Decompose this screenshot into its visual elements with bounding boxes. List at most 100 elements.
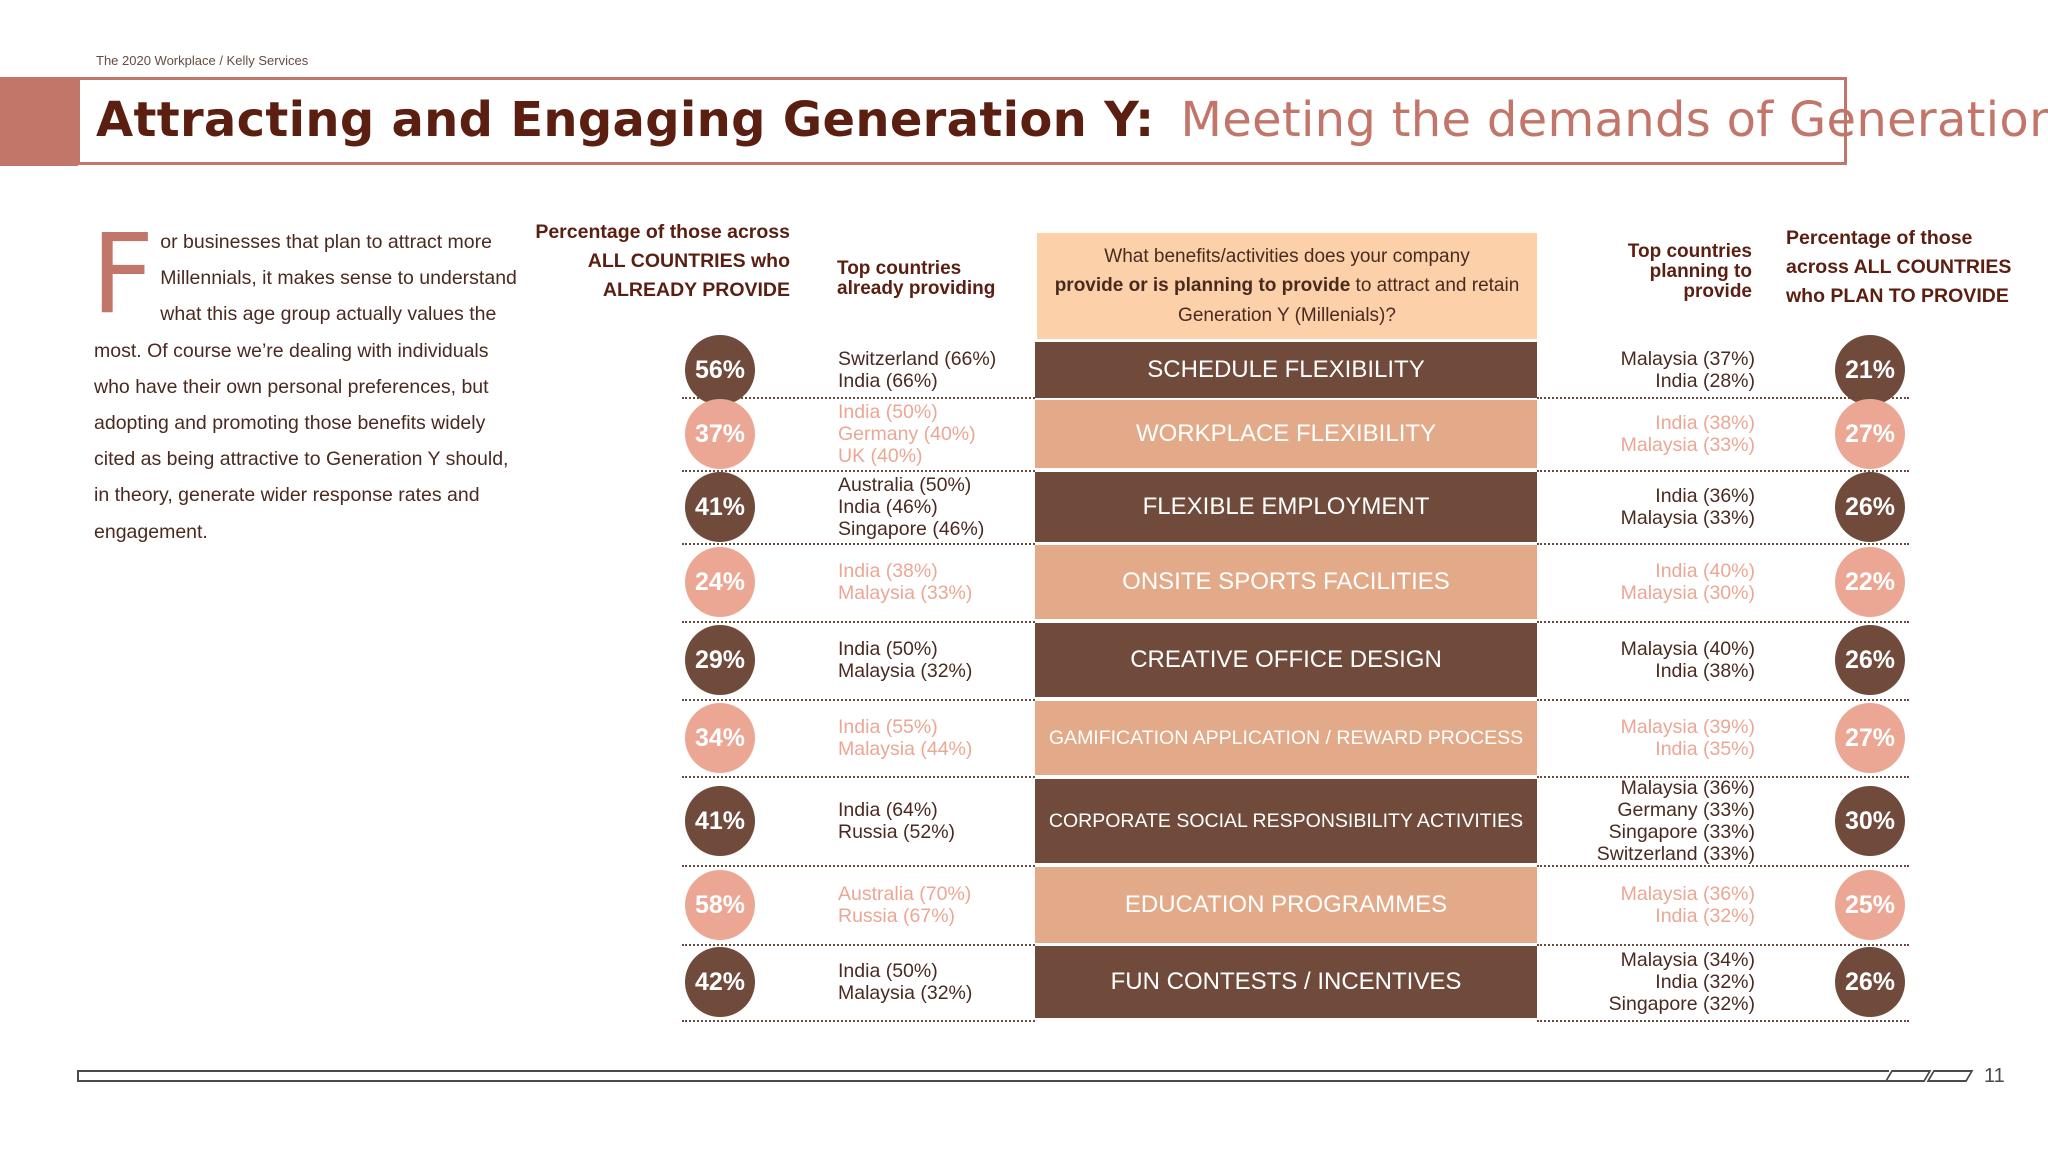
row-divider (1537, 776, 1909, 778)
question-pre: What benefits/activities does your compa… (1104, 245, 1470, 267)
country-entry: India (50%) (838, 960, 938, 982)
row-divider (682, 776, 1035, 778)
plan-countries-list: Malaysia (36%) Germany (33%) Singapore (33… (1597, 777, 1755, 865)
page-title: Attracting and Engaging Generation Y: (96, 92, 1155, 148)
plan-provide-pct-heading: Percentage of those across ALL COUNTRIES… (1786, 224, 2011, 311)
country-entry: Malaysia (32%) (838, 660, 973, 682)
plan-countries-list: Malaysia (37%) India (28%) (1621, 348, 1755, 392)
country-entry: Malaysia (40%) (1620, 638, 1755, 660)
heading-line: ALL COUNTRIES who (587, 250, 790, 272)
already-countries-heading: Top countries already providing (837, 259, 995, 299)
already-countries-list: India (50%) Malaysia (32%) (838, 638, 972, 682)
row-divider (1537, 397, 1909, 399)
row-divider (682, 621, 1035, 623)
country-entry: Malaysia (36%) (1620, 777, 1755, 799)
country-entry: Malaysia (34%) (1620, 949, 1755, 971)
row-divider (682, 543, 1035, 545)
country-entry: Malaysia (33%) (1620, 507, 1755, 529)
heading-line: planning to (1649, 261, 1752, 282)
plan-provide-pct-badge: 26% (1835, 947, 1905, 1017)
plan-provide-pct-badge: 27% (1835, 399, 1905, 469)
country-entry: Russia (52%) (838, 821, 956, 843)
benefit-bar: CORPORATE SOCIAL RESPONSIBILITY ACTIVITI… (1035, 779, 1537, 863)
breadcrumb: The 2020 Workplace / Kelly Services (96, 53, 309, 68)
already-provide-pct-badge: 41% (685, 786, 755, 856)
benefit-bar: FUN CONTESTS / INCENTIVES (1035, 946, 1537, 1018)
plan-countries-list: India (40%) Malaysia (30%) (1621, 560, 1755, 604)
row-divider (1537, 865, 1909, 867)
heading-line: Top countries (1627, 241, 1752, 262)
already-provide-pct-badge: 41% (685, 472, 755, 542)
header-frame (77, 77, 1847, 165)
heading-line: Top countries (837, 258, 962, 279)
row-divider (682, 1020, 1035, 1022)
question-post: to attract and retain Generation Y (Mill… (1178, 275, 1520, 326)
plan-countries-list: India (36%) Malaysia (33%) (1621, 485, 1755, 529)
country-entry: India (64%) (838, 799, 938, 821)
country-entry: Malaysia (33%) (838, 582, 973, 604)
country-entry: India (38%) (838, 560, 938, 582)
benefit-bar: FLEXIBLE EMPLOYMENT (1035, 472, 1537, 542)
already-provide-pct-heading: Percentage of those across ALL COUNTRIES… (520, 218, 790, 305)
benefit-bar: ONSITE SPORTS FACILITIES (1035, 545, 1537, 619)
plan-provide-pct-badge: 27% (1835, 703, 1905, 773)
footer-decoration (1926, 1070, 1974, 1082)
benefit-bar: EDUCATION PROGRAMMES (1035, 867, 1537, 943)
already-countries-list: India (38%) Malaysia (33%) (838, 560, 972, 604)
country-entry: Malaysia (39%) (1620, 716, 1755, 738)
row-divider (1537, 543, 1909, 545)
row-divider (1537, 944, 1909, 946)
country-entry: Malaysia (37%) (1620, 348, 1755, 370)
already-countries-list: Australia (70%) Russia (67%) (838, 883, 971, 927)
row-divider (1537, 470, 1909, 472)
question-box: What benefits/activities does your compa… (1037, 233, 1537, 339)
heading-line: Percentage of those (1786, 227, 1973, 249)
country-entry: Australia (50%) (838, 474, 972, 496)
already-provide-pct-badge: 24% (685, 547, 755, 617)
country-entry: India (66%) (838, 370, 938, 392)
already-provide-pct-badge: 56% (685, 335, 755, 405)
country-entry: India (38%) (1655, 660, 1755, 682)
country-entry: Malaysia (36%) (1620, 883, 1755, 905)
row-divider (682, 470, 1035, 472)
heading-line: across ALL COUNTRIES (1786, 256, 2012, 278)
country-entry: Switzerland (33%) (1596, 843, 1755, 865)
plan-provide-pct-badge: 30% (1835, 786, 1905, 856)
page-header: Attracting and Engaging Generation Y: Mee… (96, 92, 2048, 148)
country-entry: UK (40%) (838, 445, 923, 467)
already-provide-pct-badge: 29% (685, 625, 755, 695)
country-entry: Singapore (32%) (1608, 993, 1755, 1015)
country-entry: Malaysia (30%) (1620, 582, 1755, 604)
header-accent-block (0, 77, 78, 166)
country-entry: Germany (33%) (1617, 799, 1755, 821)
heading-line: already providing (837, 278, 996, 299)
country-entry: India (46%) (838, 496, 938, 518)
already-countries-list: Switzerland (66%) India (66%) (838, 348, 996, 392)
row-divider (1537, 699, 1909, 701)
country-entry: India (28%) (1655, 370, 1755, 392)
country-entry: India (40%) (1655, 560, 1755, 582)
already-provide-pct-badge: 42% (685, 947, 755, 1017)
already-countries-list: India (50%) Germany (40%) UK (40%) (838, 401, 976, 467)
already-provide-pct-badge: 37% (685, 399, 755, 469)
question-bold: provide or is planning to provide (1054, 275, 1351, 297)
country-entry: India (36%) (1655, 485, 1755, 507)
plan-provide-pct-badge: 21% (1835, 335, 1905, 405)
plan-provide-pct-badge: 26% (1835, 625, 1905, 695)
row-divider (682, 699, 1035, 701)
heading-line: ALREADY PROVIDE (602, 279, 790, 301)
already-countries-list: India (50%) Malaysia (32%) (838, 960, 972, 1004)
benefit-bar: GAMIFICATION APPLICATION / REWARD PROCES… (1035, 701, 1537, 775)
question-text: What benefits/activities does your compa… (1037, 242, 1537, 331)
plan-countries-list: Malaysia (36%) India (32%) (1621, 883, 1755, 927)
already-countries-list: India (64%) Russia (52%) (838, 799, 955, 843)
footer-rule (77, 1070, 1889, 1082)
plan-countries-list: Malaysia (39%) India (35%) (1621, 716, 1755, 760)
country-entry: Malaysia (44%) (838, 738, 973, 760)
page-number: 11 (1984, 1065, 2005, 1087)
row-divider (682, 397, 1035, 399)
heading-line: provide (1683, 281, 1752, 302)
country-entry: India (35%) (1655, 738, 1755, 760)
row-divider (1537, 1020, 1909, 1022)
